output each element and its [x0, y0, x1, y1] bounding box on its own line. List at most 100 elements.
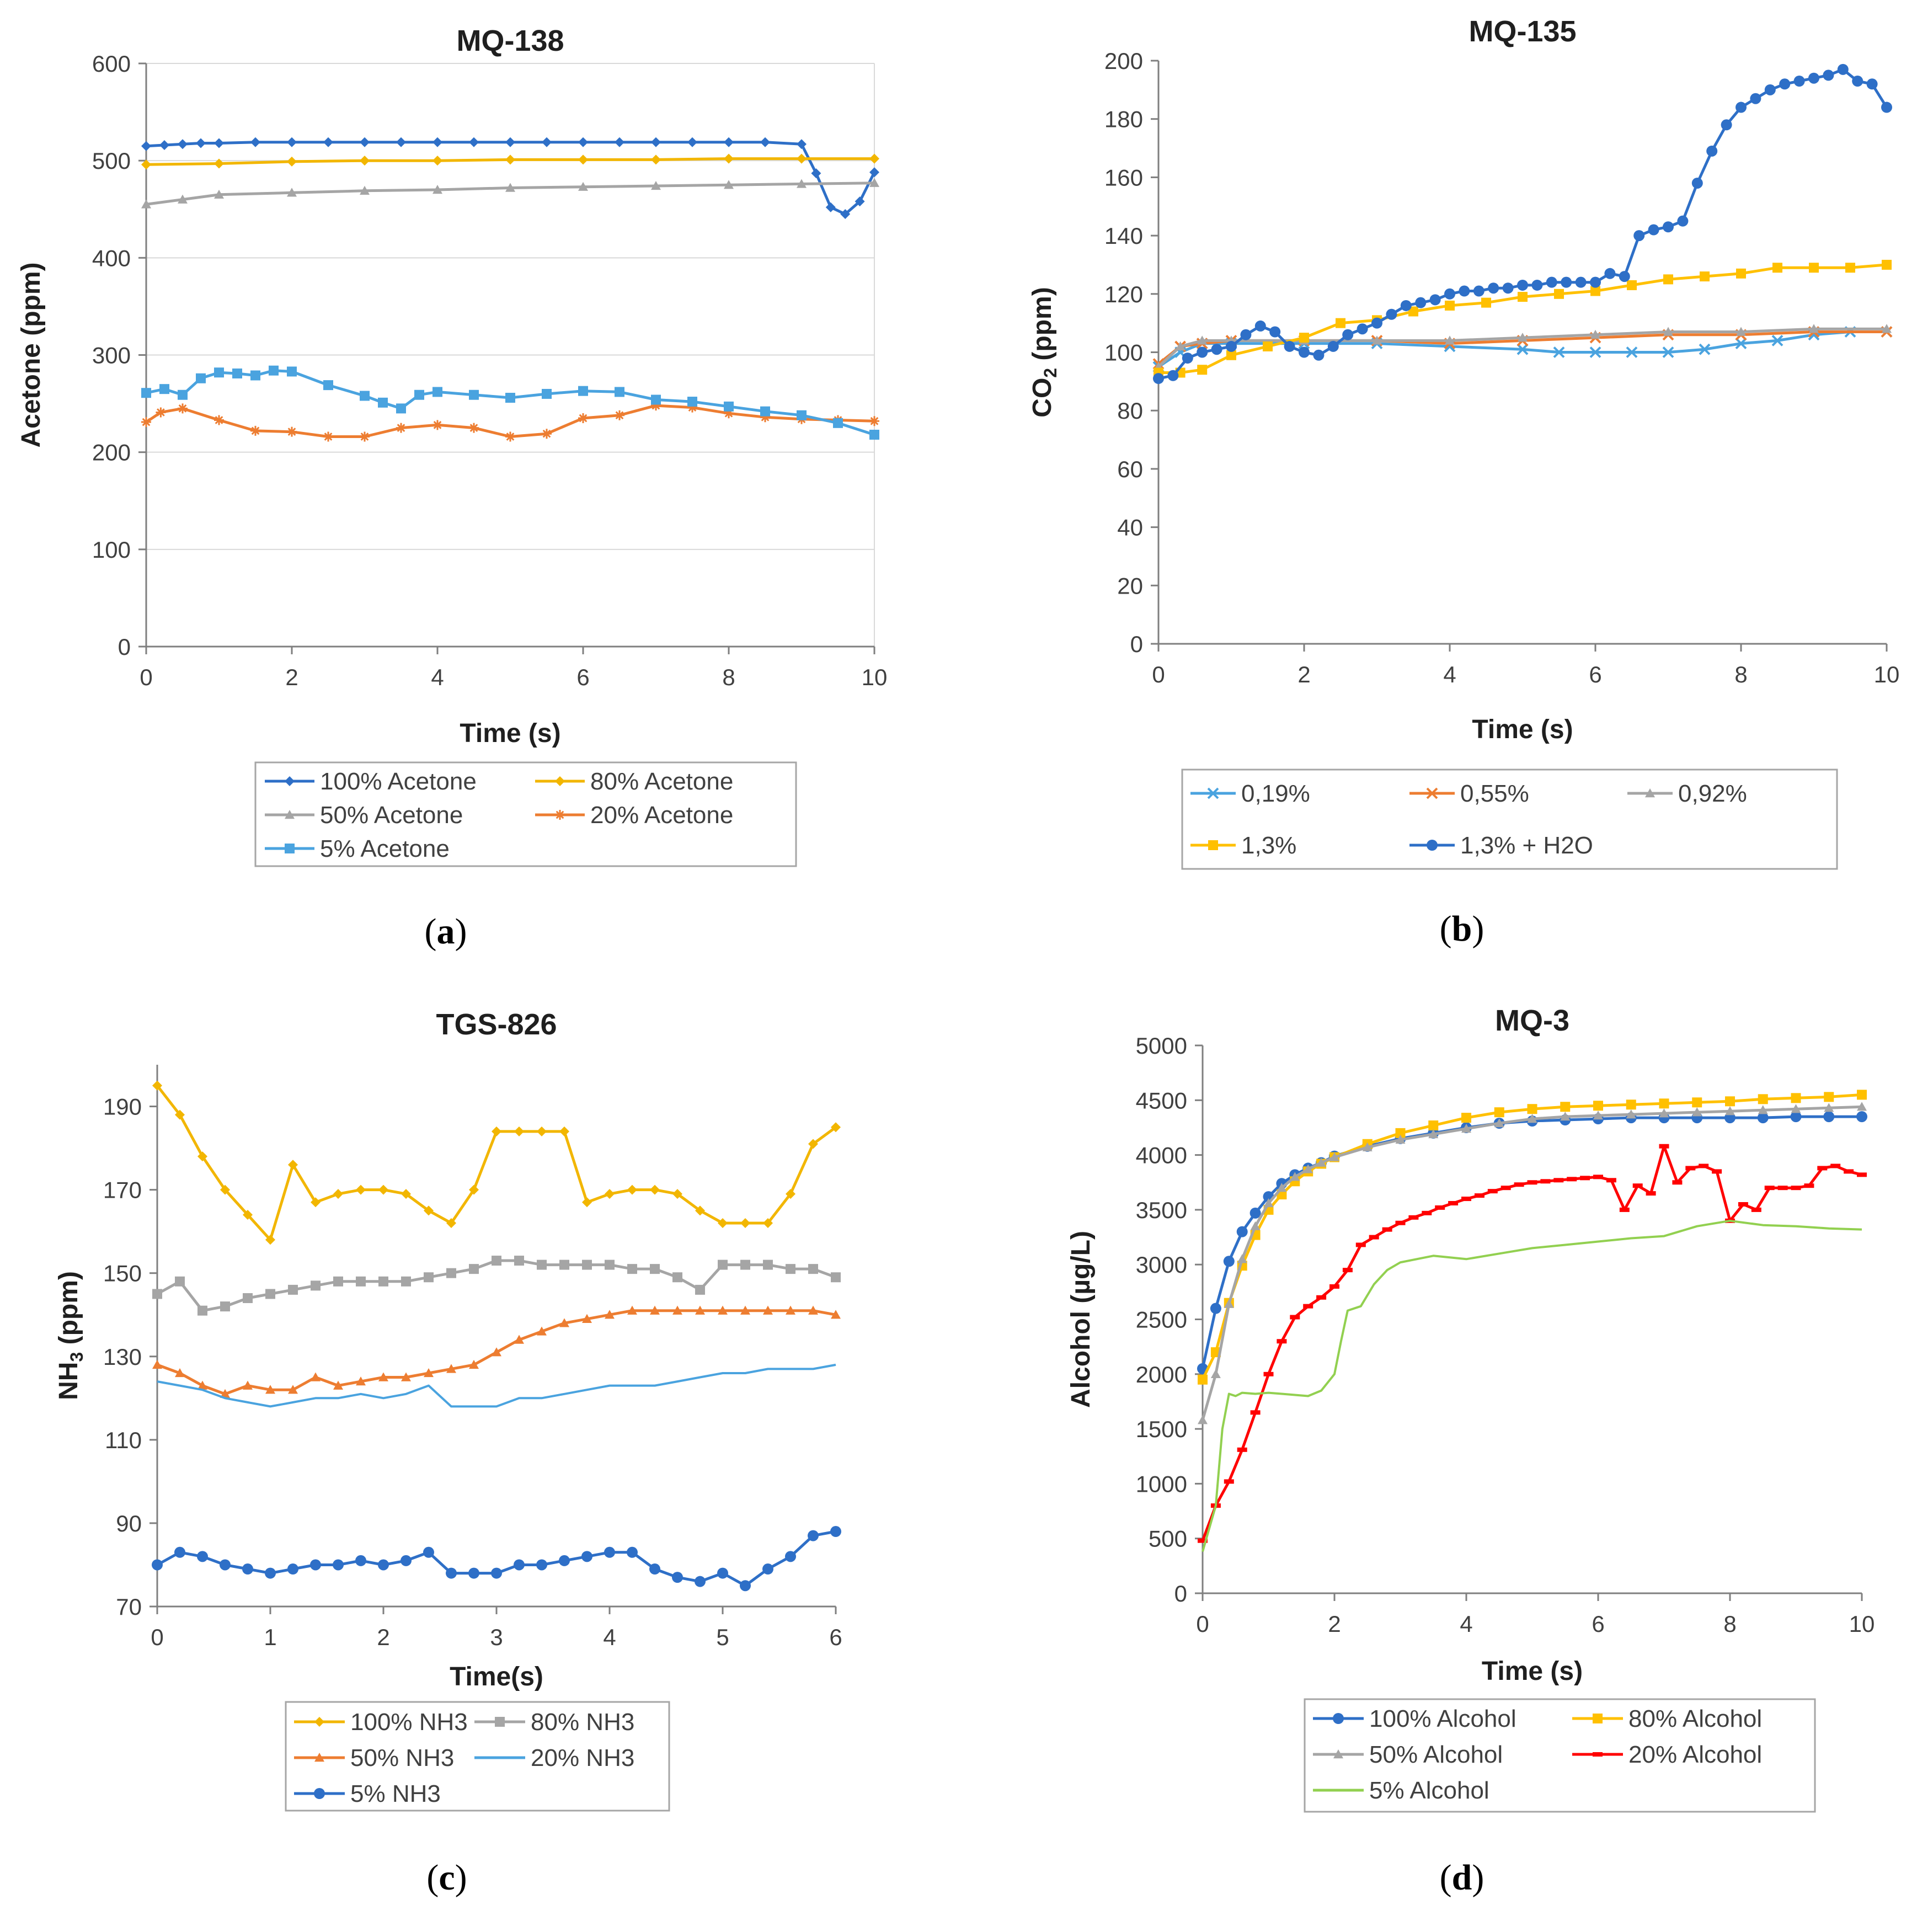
data-point — [288, 1160, 298, 1170]
y-tick-label: 2500 — [1136, 1307, 1187, 1333]
data-point — [1395, 1220, 1406, 1225]
y-tick-label: 100 — [1104, 340, 1143, 366]
y-tick-label: 300 — [92, 343, 131, 369]
legend: 100% Alcohol 80% Alcohol 50% Alcohol 20% Al… — [1304, 1698, 1816, 1813]
x-tick-label: 2 — [1297, 661, 1310, 687]
data-point — [724, 180, 734, 189]
legend-label: 80% Alcohol — [1628, 1705, 1762, 1732]
data-point — [1659, 1098, 1669, 1109]
data-point — [740, 1580, 751, 1592]
data-point — [1758, 1105, 1768, 1114]
data-point — [1857, 1102, 1867, 1111]
data-point — [1327, 340, 1339, 352]
data-point — [615, 410, 624, 420]
data-point — [1269, 326, 1281, 338]
data-point — [1210, 1303, 1221, 1314]
data-point — [1593, 1175, 1603, 1180]
legend-item: 5% Acetone — [265, 835, 450, 862]
series-1 — [141, 137, 879, 220]
legend-item: 100% NH3 — [294, 1709, 468, 1736]
data-point — [797, 139, 807, 150]
data-point — [1182, 353, 1193, 364]
data-point — [615, 137, 624, 147]
legend-label: 20% Acetone — [590, 802, 733, 829]
data-point — [650, 1264, 660, 1274]
data-point — [514, 1335, 524, 1344]
data-point — [1211, 344, 1222, 355]
data-point — [468, 1567, 479, 1579]
data-point — [1372, 335, 1382, 345]
y-tick-label: 100 — [92, 537, 131, 563]
panel-caption: (d) — [1440, 1858, 1485, 1898]
legend-item: 1,3% — [1190, 832, 1296, 859]
data-point — [152, 1080, 162, 1091]
data-point — [695, 1576, 706, 1587]
data-point — [505, 137, 515, 147]
data-point — [1590, 276, 1601, 288]
data-point — [1336, 318, 1345, 328]
data-point — [1299, 333, 1309, 343]
data-point — [582, 1259, 592, 1270]
data-point — [717, 1567, 728, 1579]
data-point — [1342, 329, 1354, 340]
data-point — [1284, 340, 1295, 352]
data-point — [1561, 276, 1572, 288]
data-point — [797, 153, 807, 164]
data-point — [1580, 1176, 1590, 1181]
data-point — [651, 394, 661, 405]
data-point — [197, 1380, 207, 1390]
data-point — [1824, 1092, 1834, 1102]
data-point — [582, 1314, 592, 1323]
data-point — [1546, 276, 1557, 288]
data-point — [1448, 1200, 1459, 1205]
data-point — [178, 403, 188, 414]
data-point — [1700, 271, 1710, 282]
legend-label: 20% Alcohol — [1628, 1741, 1762, 1768]
data-point — [1738, 1202, 1748, 1207]
data-point — [220, 1389, 230, 1398]
data-point — [578, 154, 588, 165]
y-tick-label: 40 — [1117, 515, 1143, 541]
y-axis-label: Acetone (ppm) — [17, 263, 46, 448]
data-point — [763, 1259, 773, 1270]
x-tick-label: 5 — [716, 1624, 729, 1650]
legend-label: 1,3% — [1241, 832, 1296, 859]
data-point — [355, 1555, 366, 1566]
data-point — [605, 1189, 615, 1199]
data-point — [1619, 271, 1630, 282]
chart-tgs-826: 70 90 110 130 150 170 190 0 1 2 3 4 5 6 TGS-826 Time(s)… — [54, 1008, 842, 1898]
panel-caption: (c) — [426, 1858, 467, 1898]
y-tick-label: 500 — [92, 148, 131, 174]
data-point — [1395, 1134, 1406, 1144]
data-point — [1153, 373, 1164, 385]
data-point — [687, 402, 697, 413]
data-point — [1881, 102, 1892, 113]
data-point — [559, 1126, 569, 1136]
data-point — [323, 137, 333, 147]
data-point — [333, 1276, 343, 1287]
y-tick-label: 3500 — [1136, 1197, 1187, 1223]
data-point — [1626, 346, 1638, 358]
x-tick-label: 8 — [1723, 1611, 1736, 1637]
x-tick-label: 4 — [603, 1624, 616, 1650]
data-point — [178, 194, 188, 204]
data-point — [333, 1559, 344, 1571]
data-point — [627, 1546, 638, 1558]
data-point — [1254, 320, 1266, 332]
data-point — [1626, 1100, 1636, 1110]
data-point — [1844, 1169, 1854, 1174]
data-point — [582, 1197, 592, 1208]
legend-swatch-marker — [1593, 1714, 1603, 1723]
legend-label: 1,3% + H2O — [1460, 832, 1593, 859]
data-point — [1444, 288, 1455, 300]
data-point — [401, 1189, 411, 1199]
data-point — [141, 417, 151, 428]
data-point — [1721, 119, 1732, 131]
data-point — [514, 1559, 525, 1571]
x-tick-label: 8 — [1734, 661, 1747, 687]
legend-item: 0,19% — [1190, 780, 1310, 807]
data-point — [1593, 1101, 1603, 1111]
x-tick-label: 0 — [140, 664, 152, 690]
data-point — [578, 137, 588, 147]
data-point — [1355, 1242, 1366, 1247]
